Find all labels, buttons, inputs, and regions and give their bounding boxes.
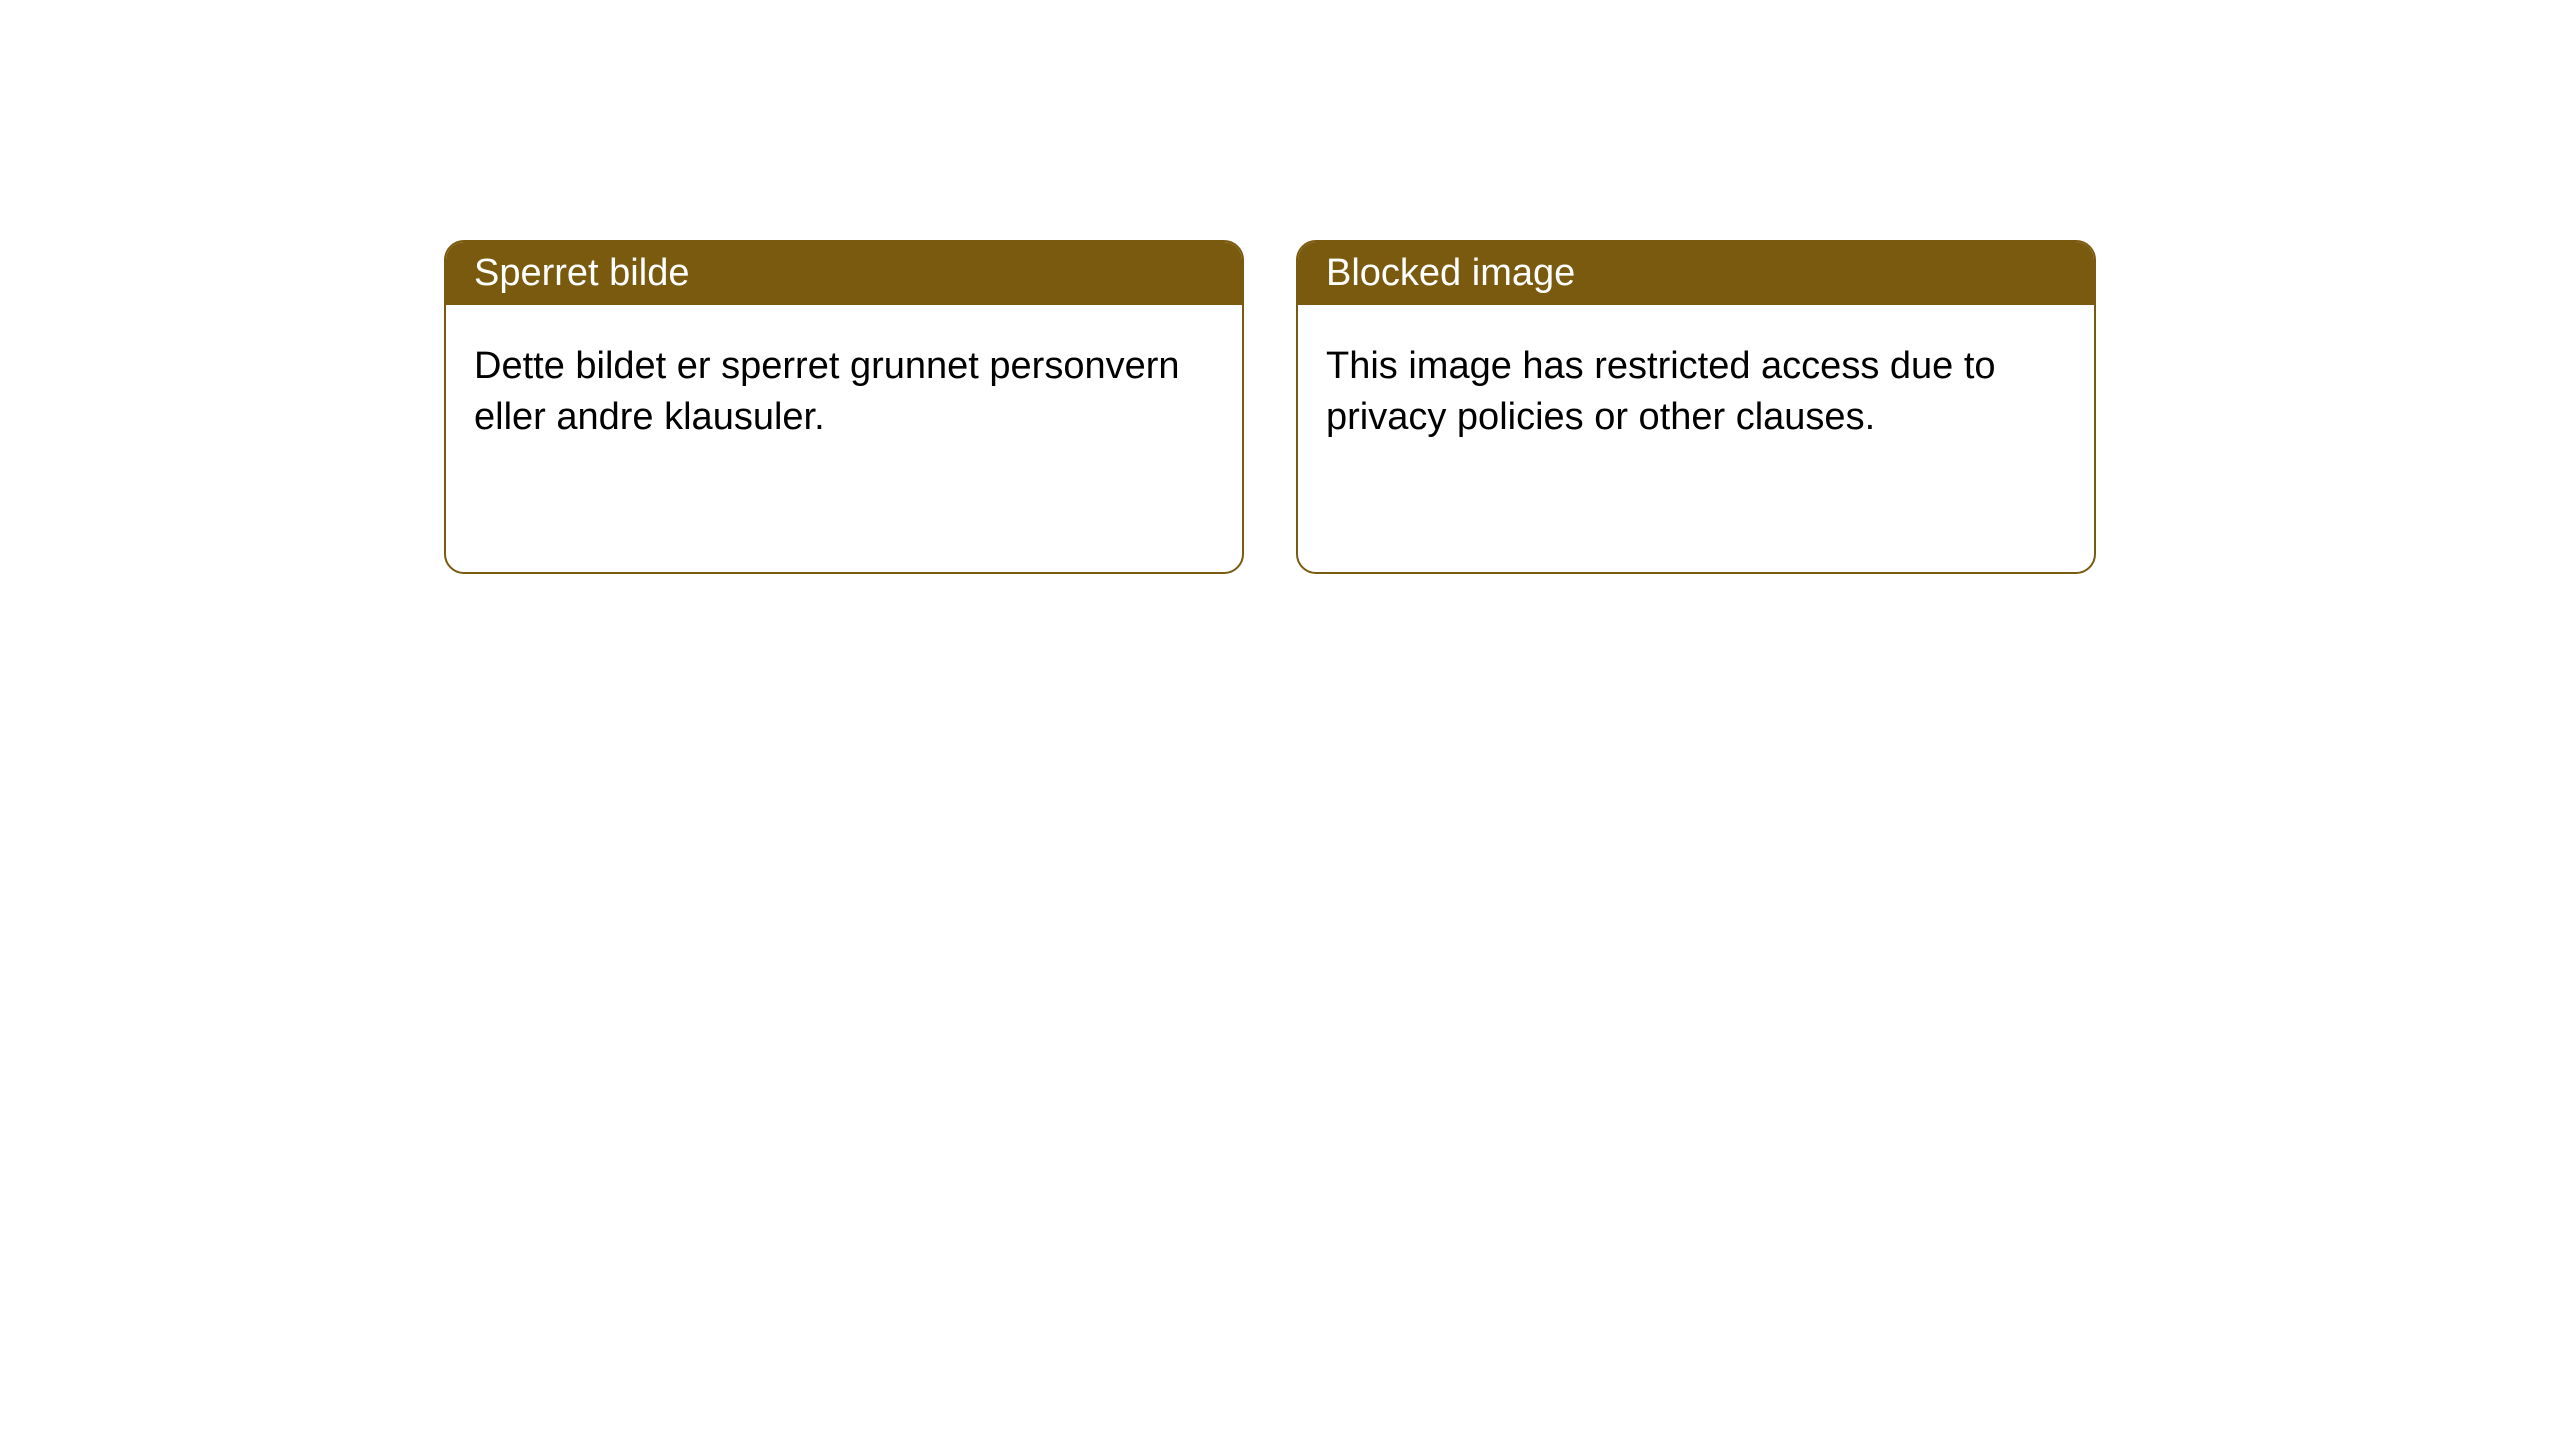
card-header-english: Blocked image [1298,242,2094,305]
card-header-norwegian: Sperret bilde [446,242,1242,305]
card-body-english: This image has restricted access due to … [1298,305,2094,480]
notice-card-english: Blocked image This image has restricted … [1296,240,2096,574]
card-body-norwegian: Dette bildet er sperret grunnet personve… [446,305,1242,480]
notice-cards-container: Sperret bilde Dette bildet er sperret gr… [444,240,2096,574]
notice-card-norwegian: Sperret bilde Dette bildet er sperret gr… [444,240,1244,574]
